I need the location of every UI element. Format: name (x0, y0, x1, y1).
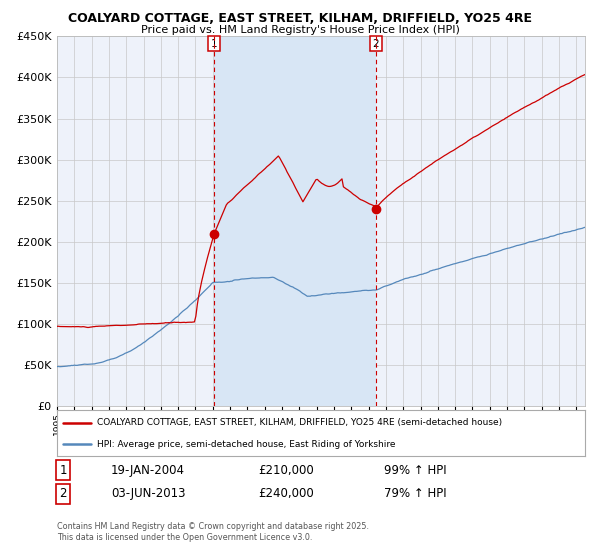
Text: COALYARD COTTAGE, EAST STREET, KILHAM, DRIFFIELD, YO25 4RE: COALYARD COTTAGE, EAST STREET, KILHAM, D… (68, 12, 532, 25)
Text: Price paid vs. HM Land Registry's House Price Index (HPI): Price paid vs. HM Land Registry's House … (140, 25, 460, 35)
Text: Contains HM Land Registry data © Crown copyright and database right 2025.
This d: Contains HM Land Registry data © Crown c… (57, 522, 369, 542)
Bar (214, 36, 376, 406)
Text: 2: 2 (59, 487, 67, 501)
Text: £210,000: £210,000 (258, 464, 314, 477)
Text: HPI: Average price, semi-detached house, East Riding of Yorkshire: HPI: Average price, semi-detached house,… (97, 440, 395, 449)
Text: 19-JAN-2004: 19-JAN-2004 (111, 464, 185, 477)
Text: 1: 1 (59, 464, 67, 477)
Text: £240,000: £240,000 (258, 487, 314, 501)
Text: 03-JUN-2013: 03-JUN-2013 (111, 487, 185, 501)
Text: 2: 2 (373, 39, 379, 49)
Text: 1: 1 (211, 39, 217, 49)
Text: 99% ↑ HPI: 99% ↑ HPI (384, 464, 446, 477)
Text: COALYARD COTTAGE, EAST STREET, KILHAM, DRIFFIELD, YO25 4RE (semi-detached house): COALYARD COTTAGE, EAST STREET, KILHAM, D… (97, 418, 502, 427)
Text: 79% ↑ HPI: 79% ↑ HPI (384, 487, 446, 501)
